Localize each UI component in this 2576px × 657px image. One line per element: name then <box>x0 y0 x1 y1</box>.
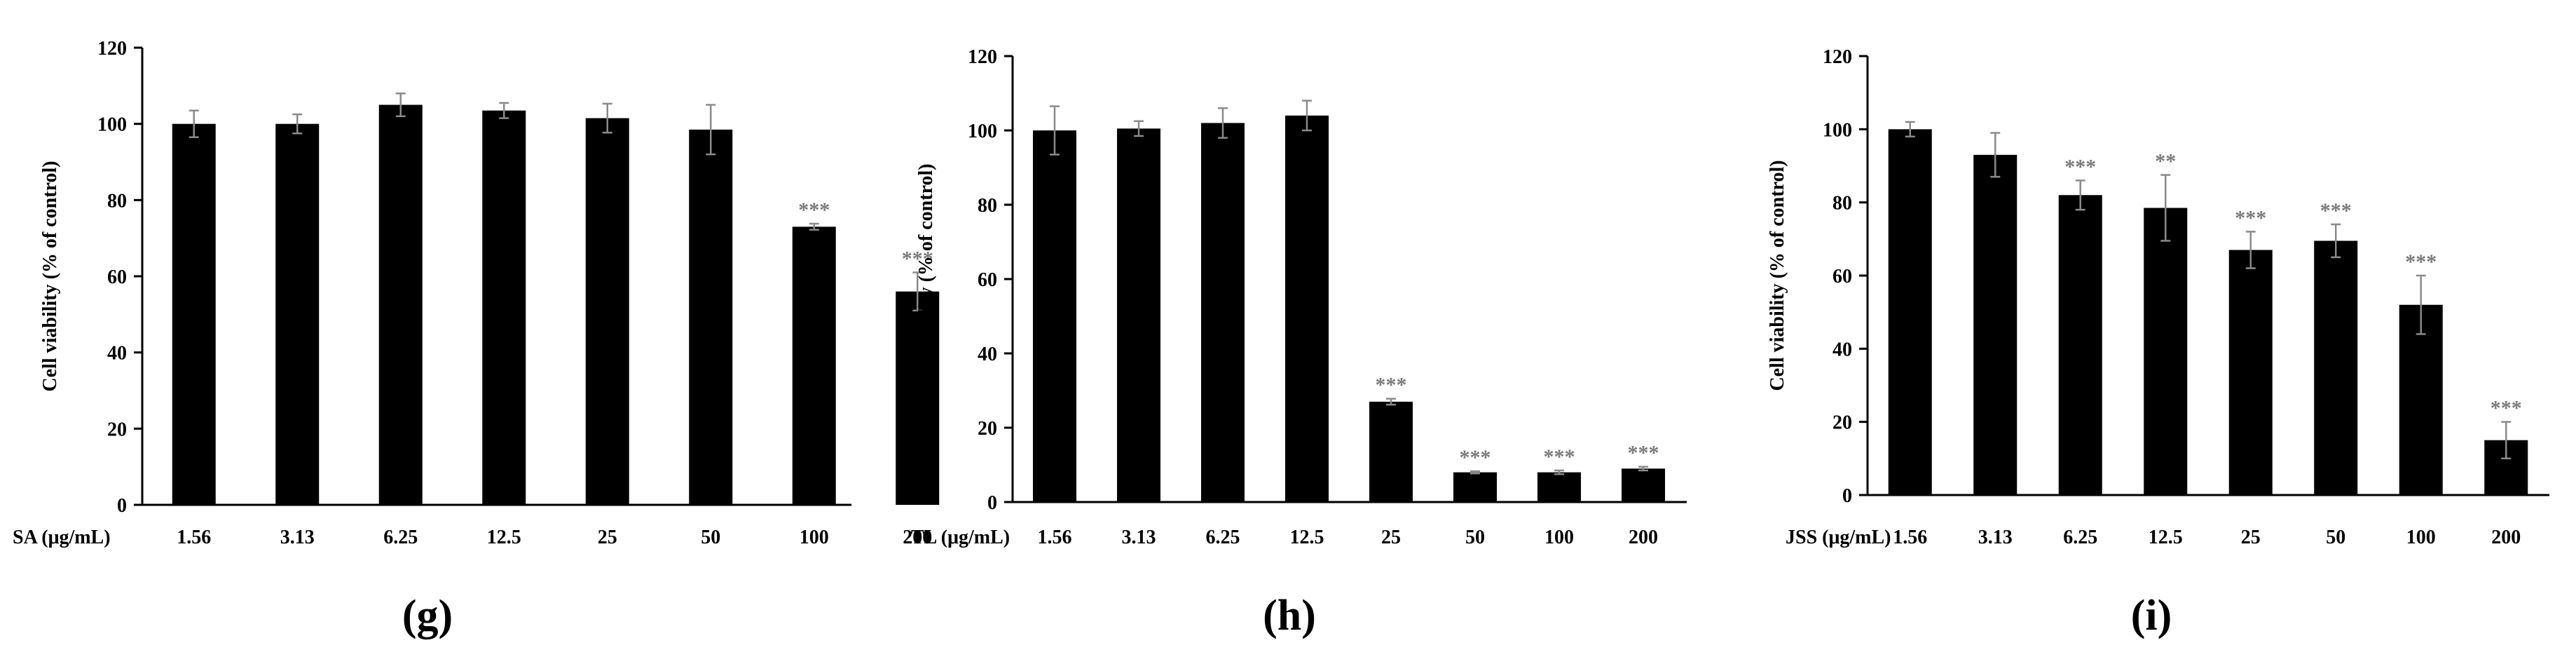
x-tick-label: 200 <box>903 527 932 548</box>
x-axis-unit-label: SA (μg/mL) <box>13 527 111 548</box>
significance-mark: *** <box>2491 397 2522 420</box>
x-tick-label: 12.5 <box>1290 527 1324 548</box>
y-tick-label: 100 <box>968 121 997 142</box>
x-axis-unit-label: JSS (μg/mL) <box>1786 527 1891 548</box>
y-tick-label: 20 <box>1832 412 1852 434</box>
chart-panel-3: 0 20 40 60 80 100 120 Cell viability (% of cont… <box>1767 46 2549 639</box>
bar <box>1201 123 1245 502</box>
y-tick-label: 120 <box>97 38 127 60</box>
y-tick-label: 40 <box>1832 339 1852 360</box>
significance-mark: *** <box>798 198 830 222</box>
significance-mark: *** <box>1460 446 1491 469</box>
bar <box>1285 115 1329 503</box>
x-tick-label: 6.25 <box>2063 527 2097 548</box>
bar <box>482 110 526 505</box>
x-tick-label: 3.13 <box>1978 527 2013 548</box>
bar <box>2058 195 2102 495</box>
bar <box>2144 208 2188 495</box>
x-tick-label: 25 <box>598 527 617 548</box>
bar <box>585 118 629 505</box>
bar <box>896 291 940 505</box>
y-tick-label: 100 <box>97 114 127 136</box>
bar <box>275 123 320 505</box>
y-tick-label: 20 <box>978 418 997 440</box>
significance-mark: *** <box>1544 445 1575 468</box>
bar <box>1888 129 1932 496</box>
bar <box>1453 472 1497 502</box>
bar <box>2228 250 2273 495</box>
x-tick-label: 50 <box>2326 527 2345 548</box>
y-tick-label: 80 <box>978 195 997 217</box>
bar <box>172 123 216 505</box>
x-tick-label: 6.25 <box>383 527 418 548</box>
x-tick-label: 1.56 <box>1893 527 1927 548</box>
x-tick-label: 100 <box>2406 527 2436 548</box>
y-axis-title: Cell viability (% of control) <box>1767 160 1788 391</box>
x-tick-label: 200 <box>2491 527 2521 548</box>
x-tick-label: 3.13 <box>1122 527 1156 548</box>
y-tick-label: 40 <box>978 344 997 365</box>
bar <box>1537 472 1581 502</box>
x-axis-unit-label: TL (μg/mL) <box>911 527 1010 548</box>
x-tick-label: 3.13 <box>280 527 315 548</box>
y-tick-label: 60 <box>1832 266 1852 287</box>
y-tick-label: 120 <box>1823 46 1852 68</box>
y-tick-label: 80 <box>107 190 127 212</box>
panel-label: (g) <box>402 592 453 639</box>
bar <box>792 226 836 505</box>
significance-mark: *** <box>2320 199 2352 222</box>
y-tick-label: 0 <box>117 495 127 517</box>
significance-mark: *** <box>1628 442 1659 465</box>
bar <box>1973 154 2017 495</box>
bar <box>1622 468 1665 502</box>
x-tick-label: 50 <box>1465 527 1485 548</box>
significance-mark: ** <box>2155 150 2176 173</box>
y-tick-label: 120 <box>968 46 997 68</box>
chart-panel-2: 0 20 40 60 80 100 120 Cell viability (% of cont… <box>911 46 1687 639</box>
x-tick-label: 1.56 <box>177 527 211 548</box>
bar <box>1369 401 1413 502</box>
x-tick-label: 1.56 <box>1038 527 1072 548</box>
x-tick-label: 12.5 <box>487 527 521 548</box>
bar <box>1117 128 1160 503</box>
bar <box>1033 130 1076 502</box>
panel-label: (h) <box>1263 592 1316 639</box>
significance-mark: *** <box>902 248 933 271</box>
y-tick-label: 40 <box>107 343 127 365</box>
bar <box>2314 241 2358 495</box>
bar <box>378 104 423 505</box>
x-tick-label: 100 <box>1544 527 1574 548</box>
y-tick-label: 80 <box>1832 193 1852 215</box>
y-tick-label: 0 <box>1842 485 1852 507</box>
x-tick-label: 12.5 <box>2149 527 2183 548</box>
significance-mark: *** <box>1376 374 1407 397</box>
y-tick-label: 20 <box>107 419 127 440</box>
y-tick-label: 100 <box>1823 119 1852 141</box>
x-tick-label: 25 <box>1381 527 1401 548</box>
y-tick-label: 60 <box>107 266 127 288</box>
panel-label: (i) <box>2131 592 2172 639</box>
y-axis-title: Cell viability (% of control) <box>39 161 61 391</box>
bar <box>689 129 733 506</box>
x-tick-label: 200 <box>1629 527 1658 548</box>
x-tick-label: 100 <box>800 527 829 548</box>
bar <box>2399 304 2443 495</box>
x-tick-label: 6.25 <box>1206 527 1240 548</box>
significance-mark: *** <box>2405 250 2437 273</box>
x-tick-label: 25 <box>2241 527 2261 548</box>
y-tick-label: 0 <box>987 492 997 514</box>
y-axis-title: Cell viability (% of control) <box>915 163 937 394</box>
y-tick-label: 60 <box>978 269 997 291</box>
significance-mark: *** <box>2235 206 2266 229</box>
significance-mark: *** <box>2064 155 2096 178</box>
x-tick-label: 50 <box>701 527 720 548</box>
chart-panel-1: 0 20 40 60 80 100 120 Cell viability (% of cont… <box>13 38 940 639</box>
